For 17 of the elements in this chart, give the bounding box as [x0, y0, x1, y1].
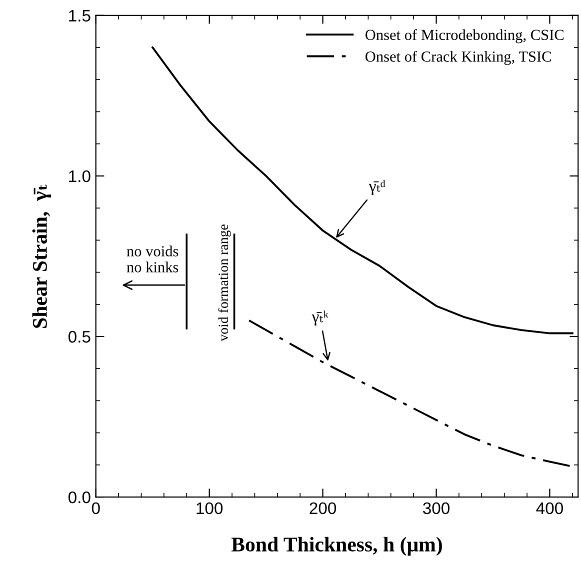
y-tick-label: 1.5	[69, 10, 90, 22]
legend-label: Onset of Microdebonding, CSIC	[366, 29, 564, 44]
x-axis-title: Bond Thickness, h (μm)	[231, 536, 442, 556]
x-tick-label: 0	[92, 502, 100, 514]
x-tick-label: 100	[196, 502, 223, 514]
x-tick-label: 200	[310, 502, 336, 514]
ref-line-label: void formation range	[218, 224, 231, 342]
annotation: γ̄ₜᵈ	[368, 180, 386, 196]
y-tick-label: 0.0	[68, 491, 90, 504]
annotation: no voids no kinks	[126, 246, 178, 272]
x-tick-label: 300	[422, 502, 450, 514]
legend-label: Onset of Crack Kinking, TSIC	[366, 50, 551, 65]
annotation: γ̄ₜᵏ	[312, 310, 328, 326]
x-tick-label: 400	[536, 502, 563, 514]
y-tick-label: 0.5	[68, 330, 90, 343]
y-tick-label: 1.0	[69, 170, 90, 182]
y-axis-title: Shear Strain, γ̄ₜ	[32, 184, 52, 328]
